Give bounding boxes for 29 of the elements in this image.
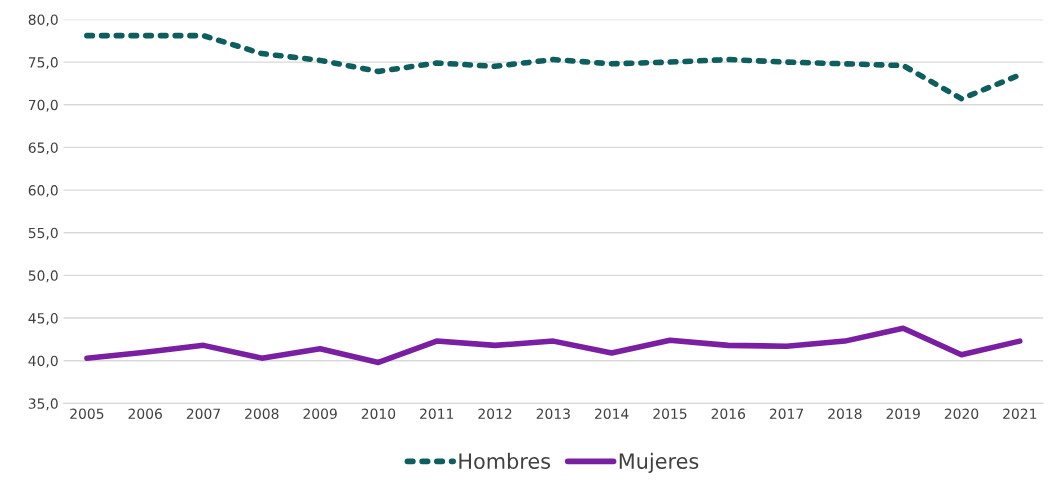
y-tick-label: 45,0 bbox=[28, 313, 58, 325]
y-tick-label: 80,0 bbox=[28, 14, 58, 27]
x-tick-label: 2006 bbox=[128, 408, 162, 419]
x-tick-label: 2005 bbox=[70, 408, 104, 419]
x-tick-label: 2016 bbox=[711, 408, 746, 419]
legend-label: Hombres bbox=[459, 452, 551, 469]
x-tick-label: 2015 bbox=[653, 408, 687, 419]
y-tick-label: 35,0 bbox=[28, 398, 58, 411]
y-tick-label: 75,0 bbox=[28, 57, 58, 69]
x-tick-label: 2021 bbox=[1003, 408, 1037, 419]
y-tick-label: 50,0 bbox=[28, 270, 58, 283]
x-tick-label: 2008 bbox=[245, 408, 279, 419]
y-tick-label: 60,0 bbox=[28, 185, 58, 197]
y-tick-label: 70,0 bbox=[28, 99, 58, 112]
x-tick-label: 2011 bbox=[420, 408, 454, 419]
y-tick-label: 55,0 bbox=[28, 227, 58, 240]
x-tick-label: 2010 bbox=[361, 408, 396, 419]
x-tick-label: 2014 bbox=[594, 408, 629, 419]
x-tick-label: 2019 bbox=[886, 408, 920, 419]
legend-label: Mujeres bbox=[619, 452, 699, 474]
x-tick-label: 2009 bbox=[303, 408, 337, 419]
x-tick-label: 2012 bbox=[478, 408, 512, 419]
x-tick-label: 2020 bbox=[944, 408, 979, 419]
x-tick-label: 2013 bbox=[536, 408, 570, 419]
x-tick-label: 2007 bbox=[186, 408, 220, 419]
x-tick-label: 2018 bbox=[828, 408, 862, 419]
x-tick-label: 2017 bbox=[769, 408, 804, 419]
y-tick-label: 65,0 bbox=[28, 142, 58, 155]
y-tick-label: 40,0 bbox=[28, 355, 58, 368]
